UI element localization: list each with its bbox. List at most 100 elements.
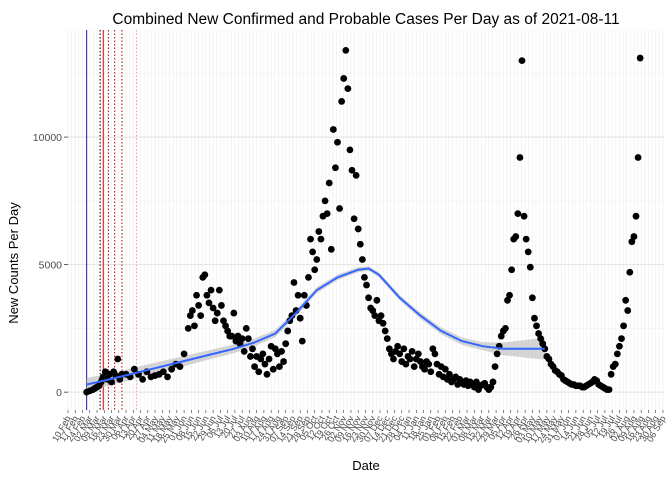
data-point: [425, 360, 433, 368]
data-point: [624, 307, 632, 314]
data-point: [385, 345, 393, 353]
data-point: [394, 342, 402, 350]
data-point: [203, 291, 211, 299]
data-point: [516, 154, 524, 161]
data-point: [205, 299, 213, 307]
data-point: [168, 365, 176, 373]
data-point: [363, 281, 370, 289]
data-point: [402, 360, 410, 368]
data-point: [520, 212, 528, 220]
data-point: [259, 350, 267, 358]
data-point: [242, 324, 250, 332]
data-point: [421, 365, 428, 373]
data-point: [159, 368, 167, 376]
y-tick-label: 10000: [33, 132, 62, 144]
data-point: [446, 370, 453, 378]
data-point: [504, 296, 511, 304]
data-point: [323, 210, 331, 218]
data-point: [626, 268, 634, 276]
data-point: [215, 286, 223, 294]
grid-lines: [67, 30, 664, 410]
data-point: [201, 271, 209, 279]
data-point: [311, 266, 319, 274]
y-axis-ticks: 0 5000 10000: [33, 132, 68, 399]
data-point: [238, 335, 246, 342]
data-point: [383, 335, 391, 342]
data-point: [193, 291, 200, 299]
reference-vertical-lines: [86, 30, 137, 410]
data-point: [261, 360, 269, 368]
data-point: [300, 291, 308, 299]
data-point: [257, 355, 265, 363]
data-point: [528, 294, 536, 302]
data-point: [605, 386, 613, 393]
data-point: [414, 350, 422, 358]
data-point: [396, 350, 404, 358]
data-point: [441, 365, 449, 373]
data-point: [195, 302, 203, 309]
data-point: [379, 319, 387, 327]
data-point: [620, 322, 627, 330]
trend-line: [86, 267, 545, 386]
data-point: [329, 126, 337, 133]
data-point: [350, 215, 358, 223]
data-point: [321, 197, 329, 205]
data-point: [263, 370, 271, 378]
data-point: [348, 166, 356, 174]
data-point: [220, 317, 227, 325]
data-point: [247, 353, 254, 360]
data-point: [294, 291, 302, 299]
data-point: [184, 324, 192, 332]
data-point: [209, 304, 217, 312]
data-point: [636, 54, 644, 62]
data-point: [354, 225, 362, 233]
data-point: [537, 335, 545, 342]
data-point: [218, 302, 225, 309]
data-point: [278, 347, 285, 355]
data-point: [539, 340, 547, 348]
data-point: [211, 317, 219, 325]
data-point: [427, 368, 435, 376]
data-point: [271, 345, 279, 353]
data-point: [298, 337, 306, 345]
data-point: [276, 363, 283, 371]
data-point: [377, 312, 385, 320]
data-point: [487, 383, 495, 391]
data-point: [325, 179, 333, 187]
data-point: [512, 233, 520, 240]
data-point: [361, 273, 368, 281]
data-point: [489, 378, 497, 386]
y-axis-title: New Counts Per Day: [6, 202, 21, 324]
data-point: [616, 342, 623, 350]
data-point: [535, 330, 542, 337]
data-point: [522, 235, 530, 243]
data-point: [213, 309, 221, 317]
data-point: [164, 373, 171, 381]
data-point: [269, 365, 277, 373]
data-point: [526, 263, 534, 271]
data-point: [290, 279, 298, 286]
data-point: [524, 248, 532, 256]
data-point: [514, 210, 522, 218]
data-point: [296, 314, 304, 322]
data-point: [497, 332, 505, 340]
data-point: [493, 350, 501, 358]
data-point: [369, 307, 377, 314]
data-point: [244, 335, 252, 342]
data-point: [191, 322, 198, 330]
chart-title: Combined New Confirmed and Probable Case…: [112, 11, 619, 28]
data-point: [288, 312, 296, 320]
data-point: [630, 233, 638, 240]
data-point: [240, 347, 248, 355]
data-point: [130, 365, 138, 373]
data-point: [228, 332, 236, 340]
data-point: [332, 164, 339, 172]
y-tick-label: 5000: [39, 260, 63, 272]
data-point: [373, 296, 381, 304]
data-point: [305, 273, 312, 281]
data-point: [255, 368, 263, 376]
data-point: [365, 294, 372, 302]
data-point: [317, 235, 325, 243]
